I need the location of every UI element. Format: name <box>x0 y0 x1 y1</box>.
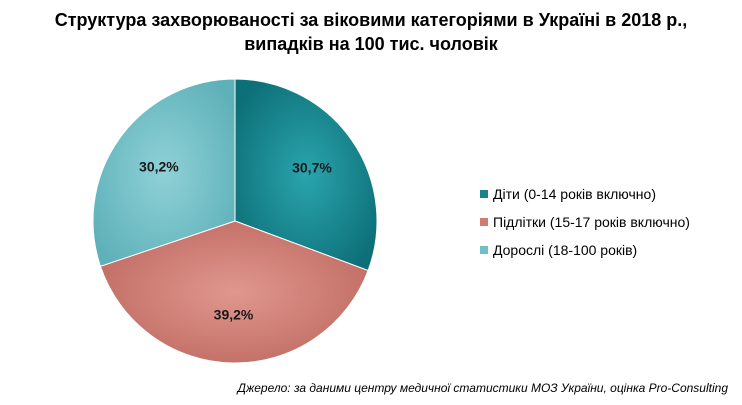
legend: Діти (0-14 років включно) Підлітки (15-1… <box>480 180 690 264</box>
legend-swatch-adults <box>480 246 488 254</box>
legend-label-teenagers: Підлітки (15-17 років включно) <box>493 214 690 230</box>
data-label-children: 30,7% <box>292 160 332 176</box>
legend-swatch-teenagers <box>480 218 488 226</box>
legend-item-teenagers: Підлітки (15-17 років включно) <box>480 208 690 236</box>
pie-slice-adults <box>92 78 236 267</box>
legend-item-adults: Дорослі (18-100 років) <box>480 236 690 264</box>
legend-label-adults: Дорослі (18-100 років) <box>493 242 638 258</box>
chart-title: Структура захворюваності за віковими кат… <box>0 8 742 56</box>
data-label-adults: 30,2% <box>139 158 179 174</box>
source-note: Джерело: за даними центру медичної стати… <box>237 381 728 395</box>
legend-label-children: Діти (0-14 років включно) <box>493 186 656 202</box>
chart-title-line-1: Структура захворюваності за віковими кат… <box>54 10 688 30</box>
data-label-teenagers: 39,2% <box>214 307 254 323</box>
pie-slice-teenagers <box>99 220 369 364</box>
legend-swatch-children <box>480 190 488 198</box>
pie-slice-children <box>234 78 378 272</box>
legend-item-children: Діти (0-14 років включно) <box>480 180 690 208</box>
chart-title-line-2: випадків на 100 тис. чоловік <box>244 34 498 54</box>
